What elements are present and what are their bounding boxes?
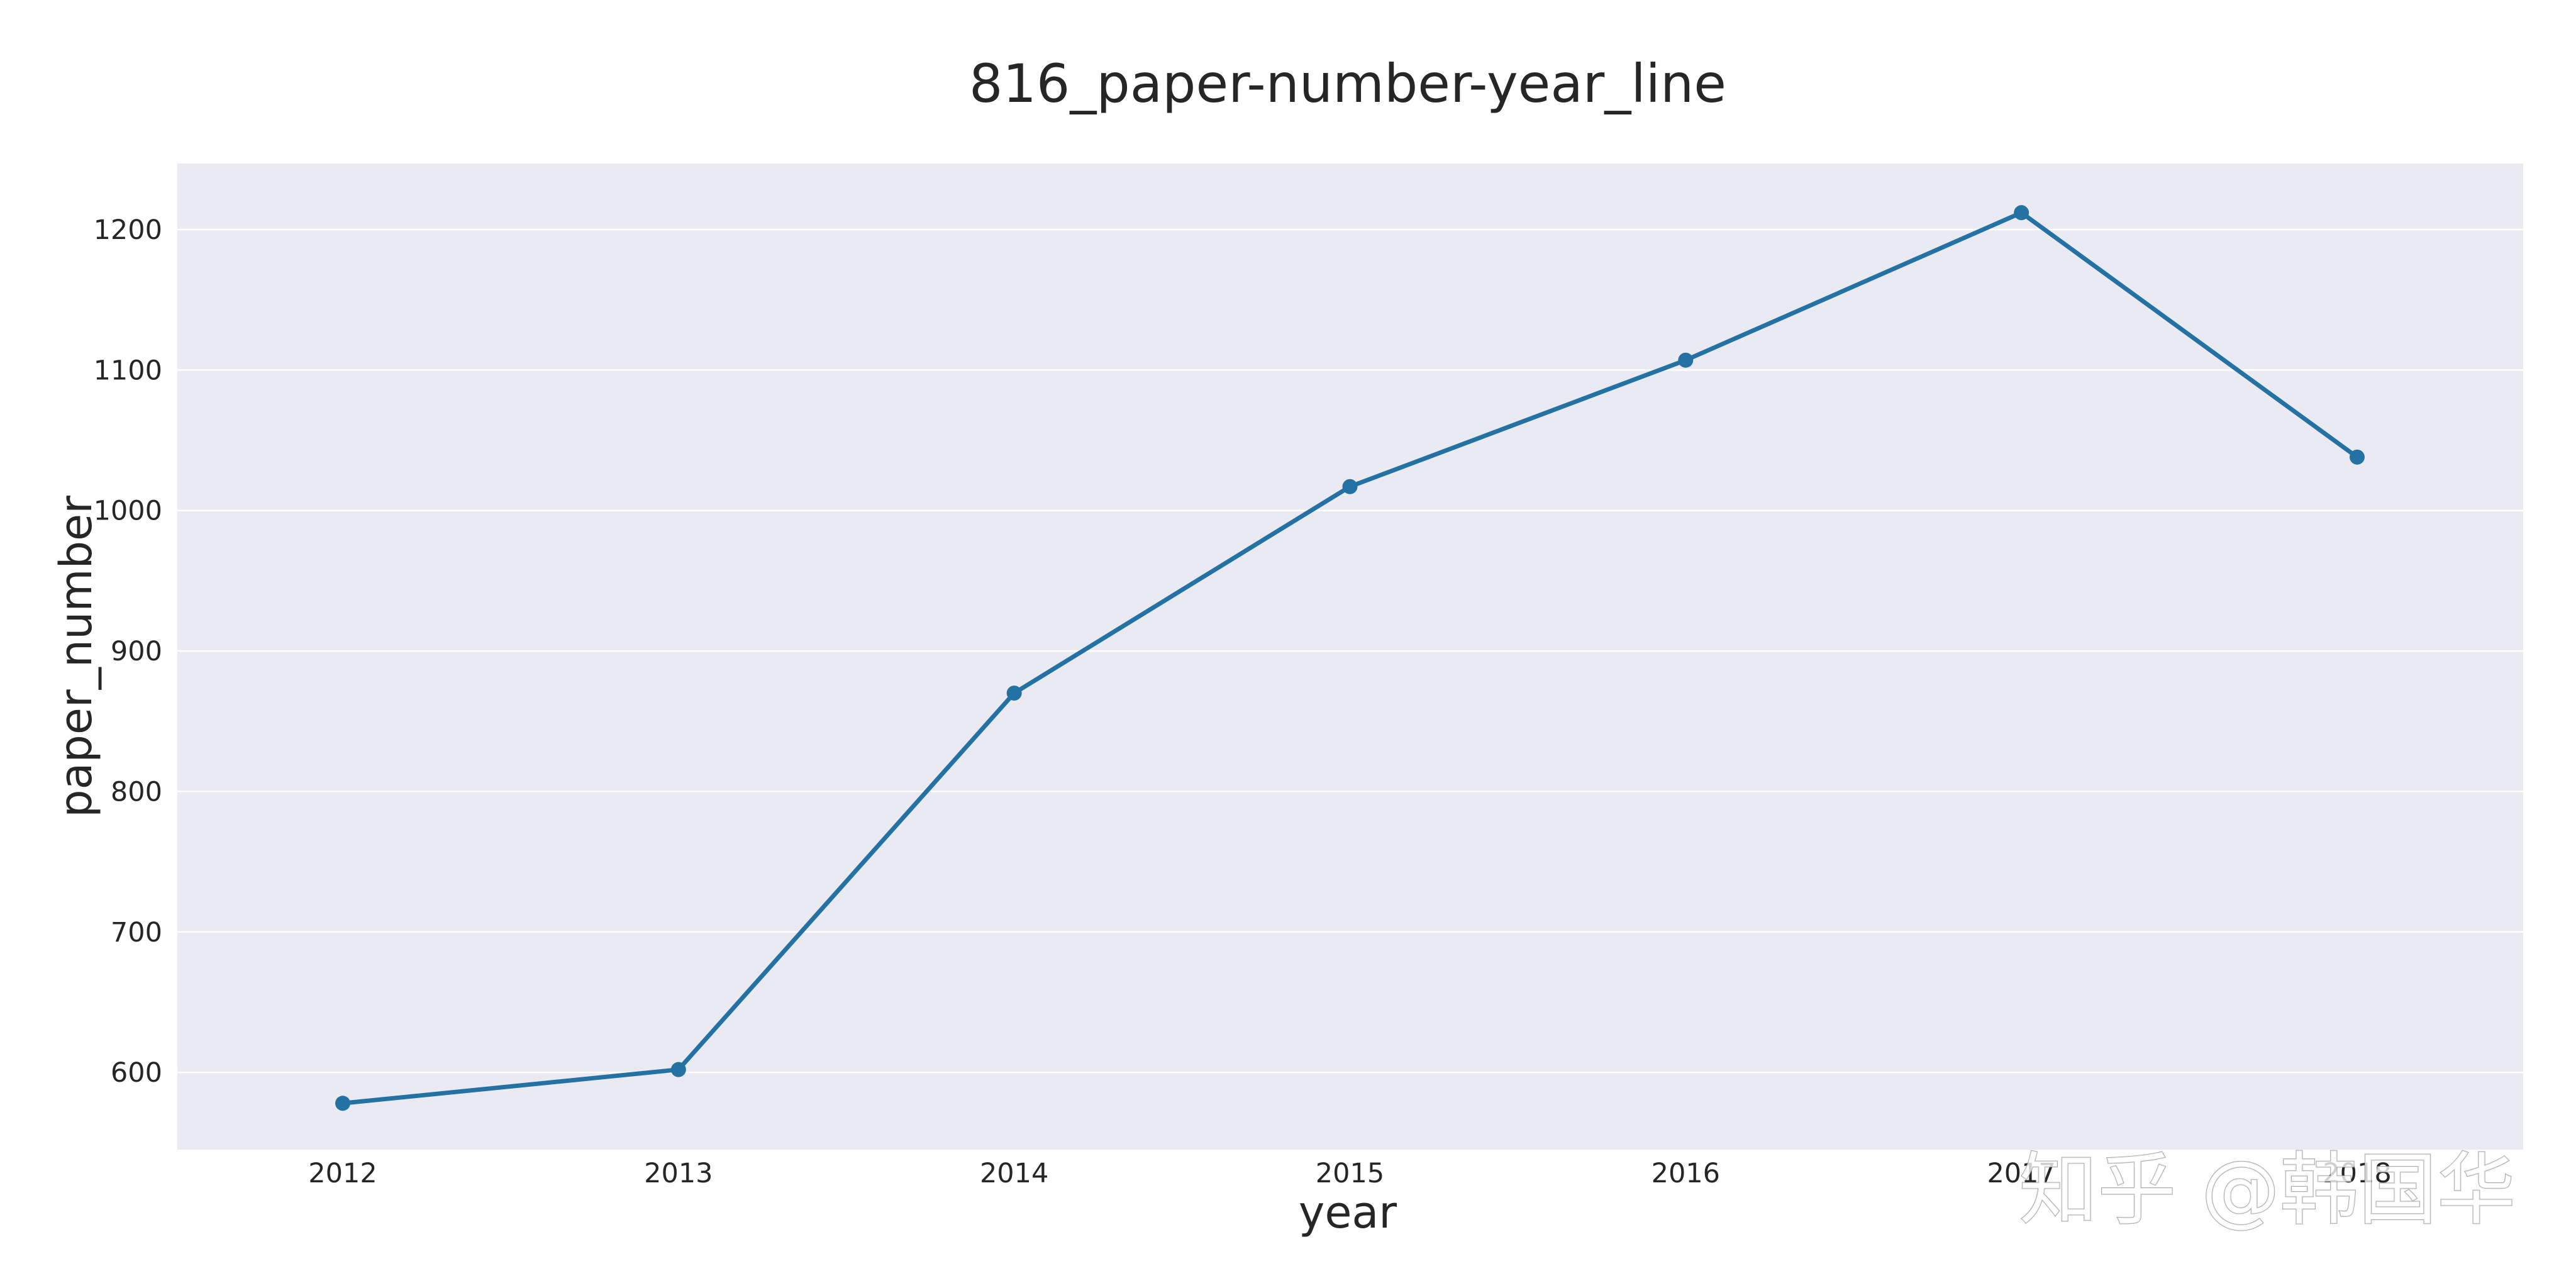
x-tick-label: 2015 xyxy=(1316,1158,1384,1189)
data-point xyxy=(2350,449,2365,465)
y-tick-label: 600 xyxy=(111,1057,162,1089)
x-tick-label: 2016 xyxy=(1652,1158,1720,1189)
y-tick-label: 1200 xyxy=(94,214,162,246)
watermark: 知乎 @韩国华 xyxy=(2019,1145,2516,1236)
y-grid-lines xyxy=(177,228,2523,1074)
data-point xyxy=(2014,205,2029,221)
y-tick-label: 1000 xyxy=(94,496,162,527)
y-tick-label: 800 xyxy=(111,776,162,808)
data-point xyxy=(1006,686,1022,701)
y-tick-label: 700 xyxy=(111,917,162,948)
x-tick-label: 2018 xyxy=(2323,1158,2391,1189)
x-tick-label: 2013 xyxy=(644,1158,713,1189)
x-tick-label: 2017 xyxy=(1987,1158,2055,1189)
y-axis-label: paper_number xyxy=(50,496,102,818)
data-point xyxy=(1678,352,1694,368)
x-axis-label: year xyxy=(1299,1187,1397,1238)
x-tick-label: 2014 xyxy=(980,1158,1048,1189)
x-tick-label: 2012 xyxy=(308,1158,377,1189)
data-point xyxy=(335,1096,350,1111)
y-tick-label: 900 xyxy=(111,636,162,667)
chart-title: 816_paper-number-year_line xyxy=(969,53,1726,114)
data-point xyxy=(1342,479,1358,494)
y-tick-label: 1100 xyxy=(94,355,162,386)
data-point xyxy=(670,1062,686,1077)
tick-labels: 600 700 800 900 1000 1100 1200 2012 2013 2014 2015… xyxy=(94,214,2392,1189)
data-points xyxy=(335,205,2365,1111)
plot-area xyxy=(177,164,2523,1150)
